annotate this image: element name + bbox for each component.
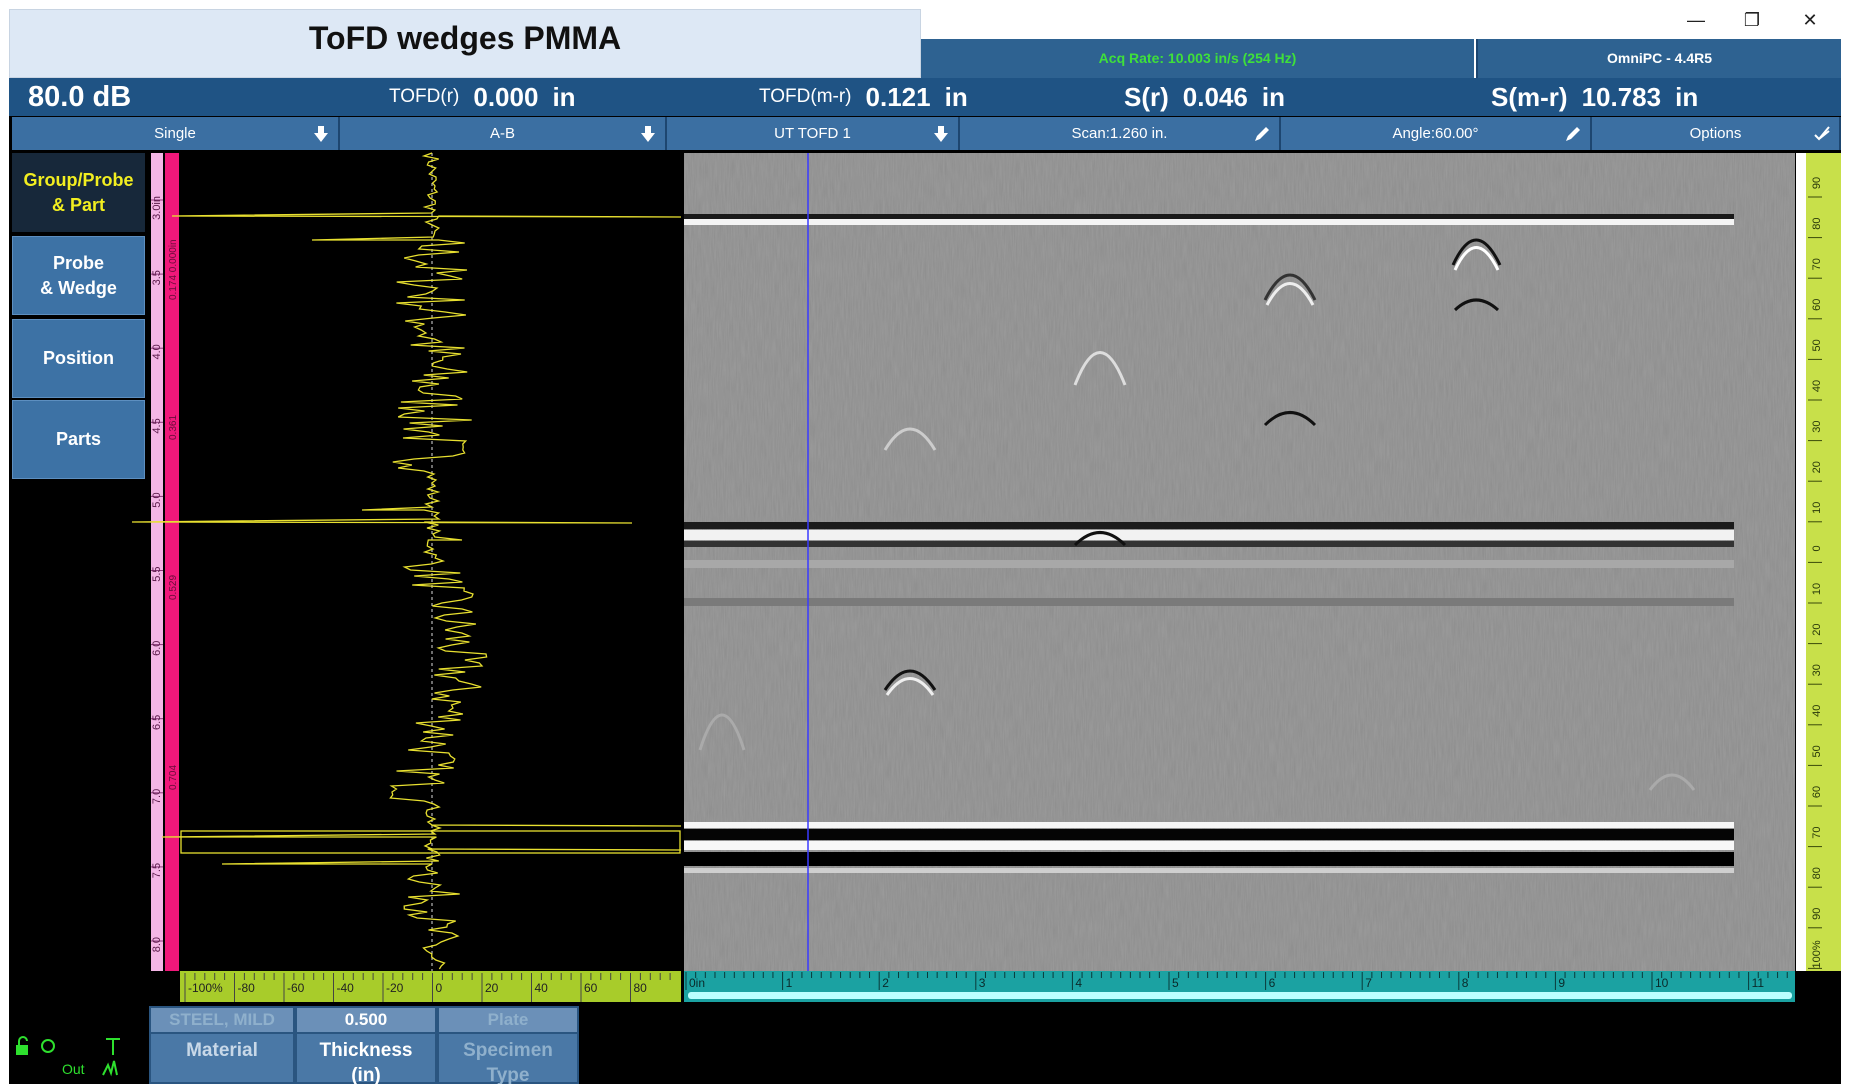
ascan-axis-label: 60 — [584, 981, 598, 995]
depth-secondary-label: 0.529 — [168, 575, 179, 600]
scan-axis-label: 11 — [1752, 976, 1765, 990]
amplitude-label: 20 — [1811, 461, 1823, 473]
scan-axis-label: 3 — [979, 976, 986, 990]
depth-label: 4.0 — [151, 344, 163, 359]
depth-label: 3.0in — [151, 196, 163, 220]
scan-axis-label: 6 — [1269, 976, 1276, 990]
field-value: STEEL, MILD — [151, 1008, 293, 1034]
ascan-axis-label: 80 — [634, 981, 648, 995]
amplitude-label: 30 — [1811, 420, 1823, 432]
scan-axis-label: 1 — [786, 976, 793, 990]
scan-axis-label: 4 — [1075, 976, 1082, 990]
ascan-axis-label: -40 — [337, 981, 355, 995]
depth-secondary-label: 0.361 — [168, 415, 179, 440]
amplitude-label: 10 — [1811, 583, 1823, 595]
field-label: Material — [151, 1034, 293, 1063]
field-value: 0.500 — [297, 1008, 435, 1034]
ascan-axis-label: -80 — [238, 981, 256, 995]
ascan-axis-label: 0 — [436, 981, 443, 995]
amplitude-label: 40 — [1811, 705, 1823, 717]
depth-label: 4.5 — [151, 418, 163, 433]
field-label-line: Specimen — [439, 1038, 577, 1063]
scan-axis-label: 10 — [1655, 976, 1669, 990]
field-value: Plate — [439, 1008, 577, 1034]
depth-label: 5.0 — [151, 492, 163, 507]
depth-label: 7.5 — [151, 863, 163, 878]
field-label-line: Thickness — [297, 1038, 435, 1063]
amplitude-label: 80 — [1811, 217, 1823, 229]
amplitude-label: 20 — [1811, 623, 1823, 635]
field-label-line: Material — [151, 1038, 293, 1063]
scan-axis-label: 9 — [1558, 976, 1565, 990]
ascan-axis-label: 20 — [485, 981, 499, 995]
ascan-axis — [180, 971, 681, 1002]
amplitude-label: 90 — [1811, 177, 1823, 189]
amplitude-label: 10 — [1811, 502, 1823, 514]
amplitude-label: 90 — [1811, 908, 1823, 920]
depth-label: 3.5 — [151, 270, 163, 285]
amplitude-ruler-edge — [1796, 153, 1806, 971]
parameter-field[interactable]: STEEL, MILD Material — [149, 1006, 295, 1084]
amplitude-label: 50 — [1811, 745, 1823, 757]
depth-secondary-label: 0.174 0.000in — [168, 239, 179, 300]
ascan-axis-label: -100% — [188, 981, 223, 995]
amplitude-label: 70 — [1811, 826, 1823, 838]
amplitude-label: 30 — [1811, 664, 1823, 676]
amplitude-label: 60 — [1811, 299, 1823, 311]
depth-label: 6.5 — [151, 715, 163, 730]
views: Out 3.0in 3.5 4.0 4.5 5.0 5.5 6.0 6.5 7.0 7.5 8.0 0… — [0, 0, 1849, 1084]
field-label: Thickness(in) — [297, 1034, 435, 1084]
scan-axis-label: 5 — [1172, 976, 1179, 990]
scan-axis-label: 8 — [1462, 976, 1469, 990]
amplitude-label: 40 — [1811, 380, 1823, 392]
depth-label: 8.0 — [151, 937, 163, 952]
amplitude-label: 80 — [1811, 867, 1823, 879]
amplitude-label: 60 — [1811, 786, 1823, 798]
depth-label: 5.5 — [151, 567, 163, 582]
field-label-line: (in) — [297, 1063, 435, 1084]
amplitude-label: 0 — [1811, 545, 1823, 551]
ascan-axis-label: 40 — [535, 981, 549, 995]
screen: ToFD wedges PMMA — ❐ ✕ Acq Rate: 10.003 … — [0, 0, 1849, 1084]
depth-label: 6.0 — [151, 641, 163, 656]
ascan-axis-label: -20 — [386, 981, 404, 995]
scan-axis-label: 0in — [689, 976, 705, 990]
amplitude-label: 70 — [1811, 258, 1823, 270]
depth-secondary-label: 0.704 — [168, 765, 179, 790]
ascan-axis-label: -60 — [287, 981, 305, 995]
output-status: Out — [62, 1061, 85, 1077]
scan-slider[interactable] — [688, 992, 1792, 999]
amplitude-label: 100% — [1811, 940, 1823, 968]
depth-label: 7.0 — [151, 789, 163, 804]
field-label-line: Type — [439, 1063, 577, 1084]
scan-axis-label: 2 — [882, 976, 889, 990]
amplitude-label: 50 — [1811, 339, 1823, 351]
scan-axis-label: 7 — [1365, 976, 1372, 990]
bscan-view — [684, 153, 1795, 971]
